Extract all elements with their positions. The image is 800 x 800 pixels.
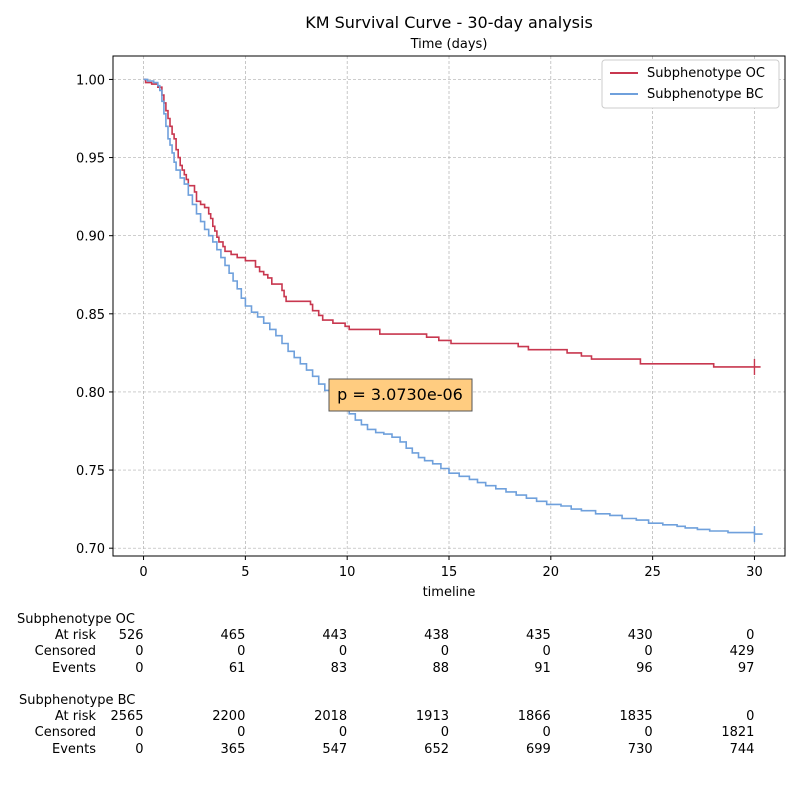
y-tick-label: 1.00 (76, 73, 105, 88)
x-tick-label: 15 (441, 565, 458, 580)
x-tick-label: 0 (139, 565, 147, 580)
x-tick-label: 10 (339, 565, 356, 580)
legend-frame (601, 59, 780, 109)
chart-title: KM Survival Curve - 30-day analysis (305, 13, 593, 32)
x-axis-label: timeline (423, 585, 476, 600)
y-tick-label: 0.75 (76, 464, 105, 479)
y-tick-label: 0.80 (76, 386, 105, 401)
p-value-box (328, 378, 473, 412)
legend-label-bc: Subphenotype BC (647, 87, 763, 102)
x-tick-label: 25 (644, 565, 661, 580)
km-curve-oc (143, 78, 761, 368)
chart-subtitle: Time (days) (410, 37, 488, 52)
series-layer (143, 78, 763, 543)
legend-label-oc: Subphenotype OC (647, 66, 765, 81)
grid (113, 56, 785, 556)
axes: 0 5 10 15 20 25 30 0.70 0.75 0.80 0.85 0.90 0.95 1.00 (76, 73, 763, 580)
y-tick-label: 0.90 (76, 230, 105, 245)
p-value-text: p = 3.0730e-06 (337, 385, 463, 404)
y-tick-label: 0.85 (76, 308, 105, 323)
p-value-annotation: p = 3.0730e-06 (328, 378, 473, 412)
x-tick-label: 30 (746, 565, 763, 580)
y-tick-label: 0.70 (76, 542, 105, 557)
legend: Subphenotype OC Subphenotype BC (601, 59, 780, 109)
y-tick-label: 0.95 (76, 152, 105, 167)
x-tick-label: 20 (543, 565, 560, 580)
x-tick-label: 5 (241, 565, 249, 580)
km-curve-bc (143, 78, 763, 535)
